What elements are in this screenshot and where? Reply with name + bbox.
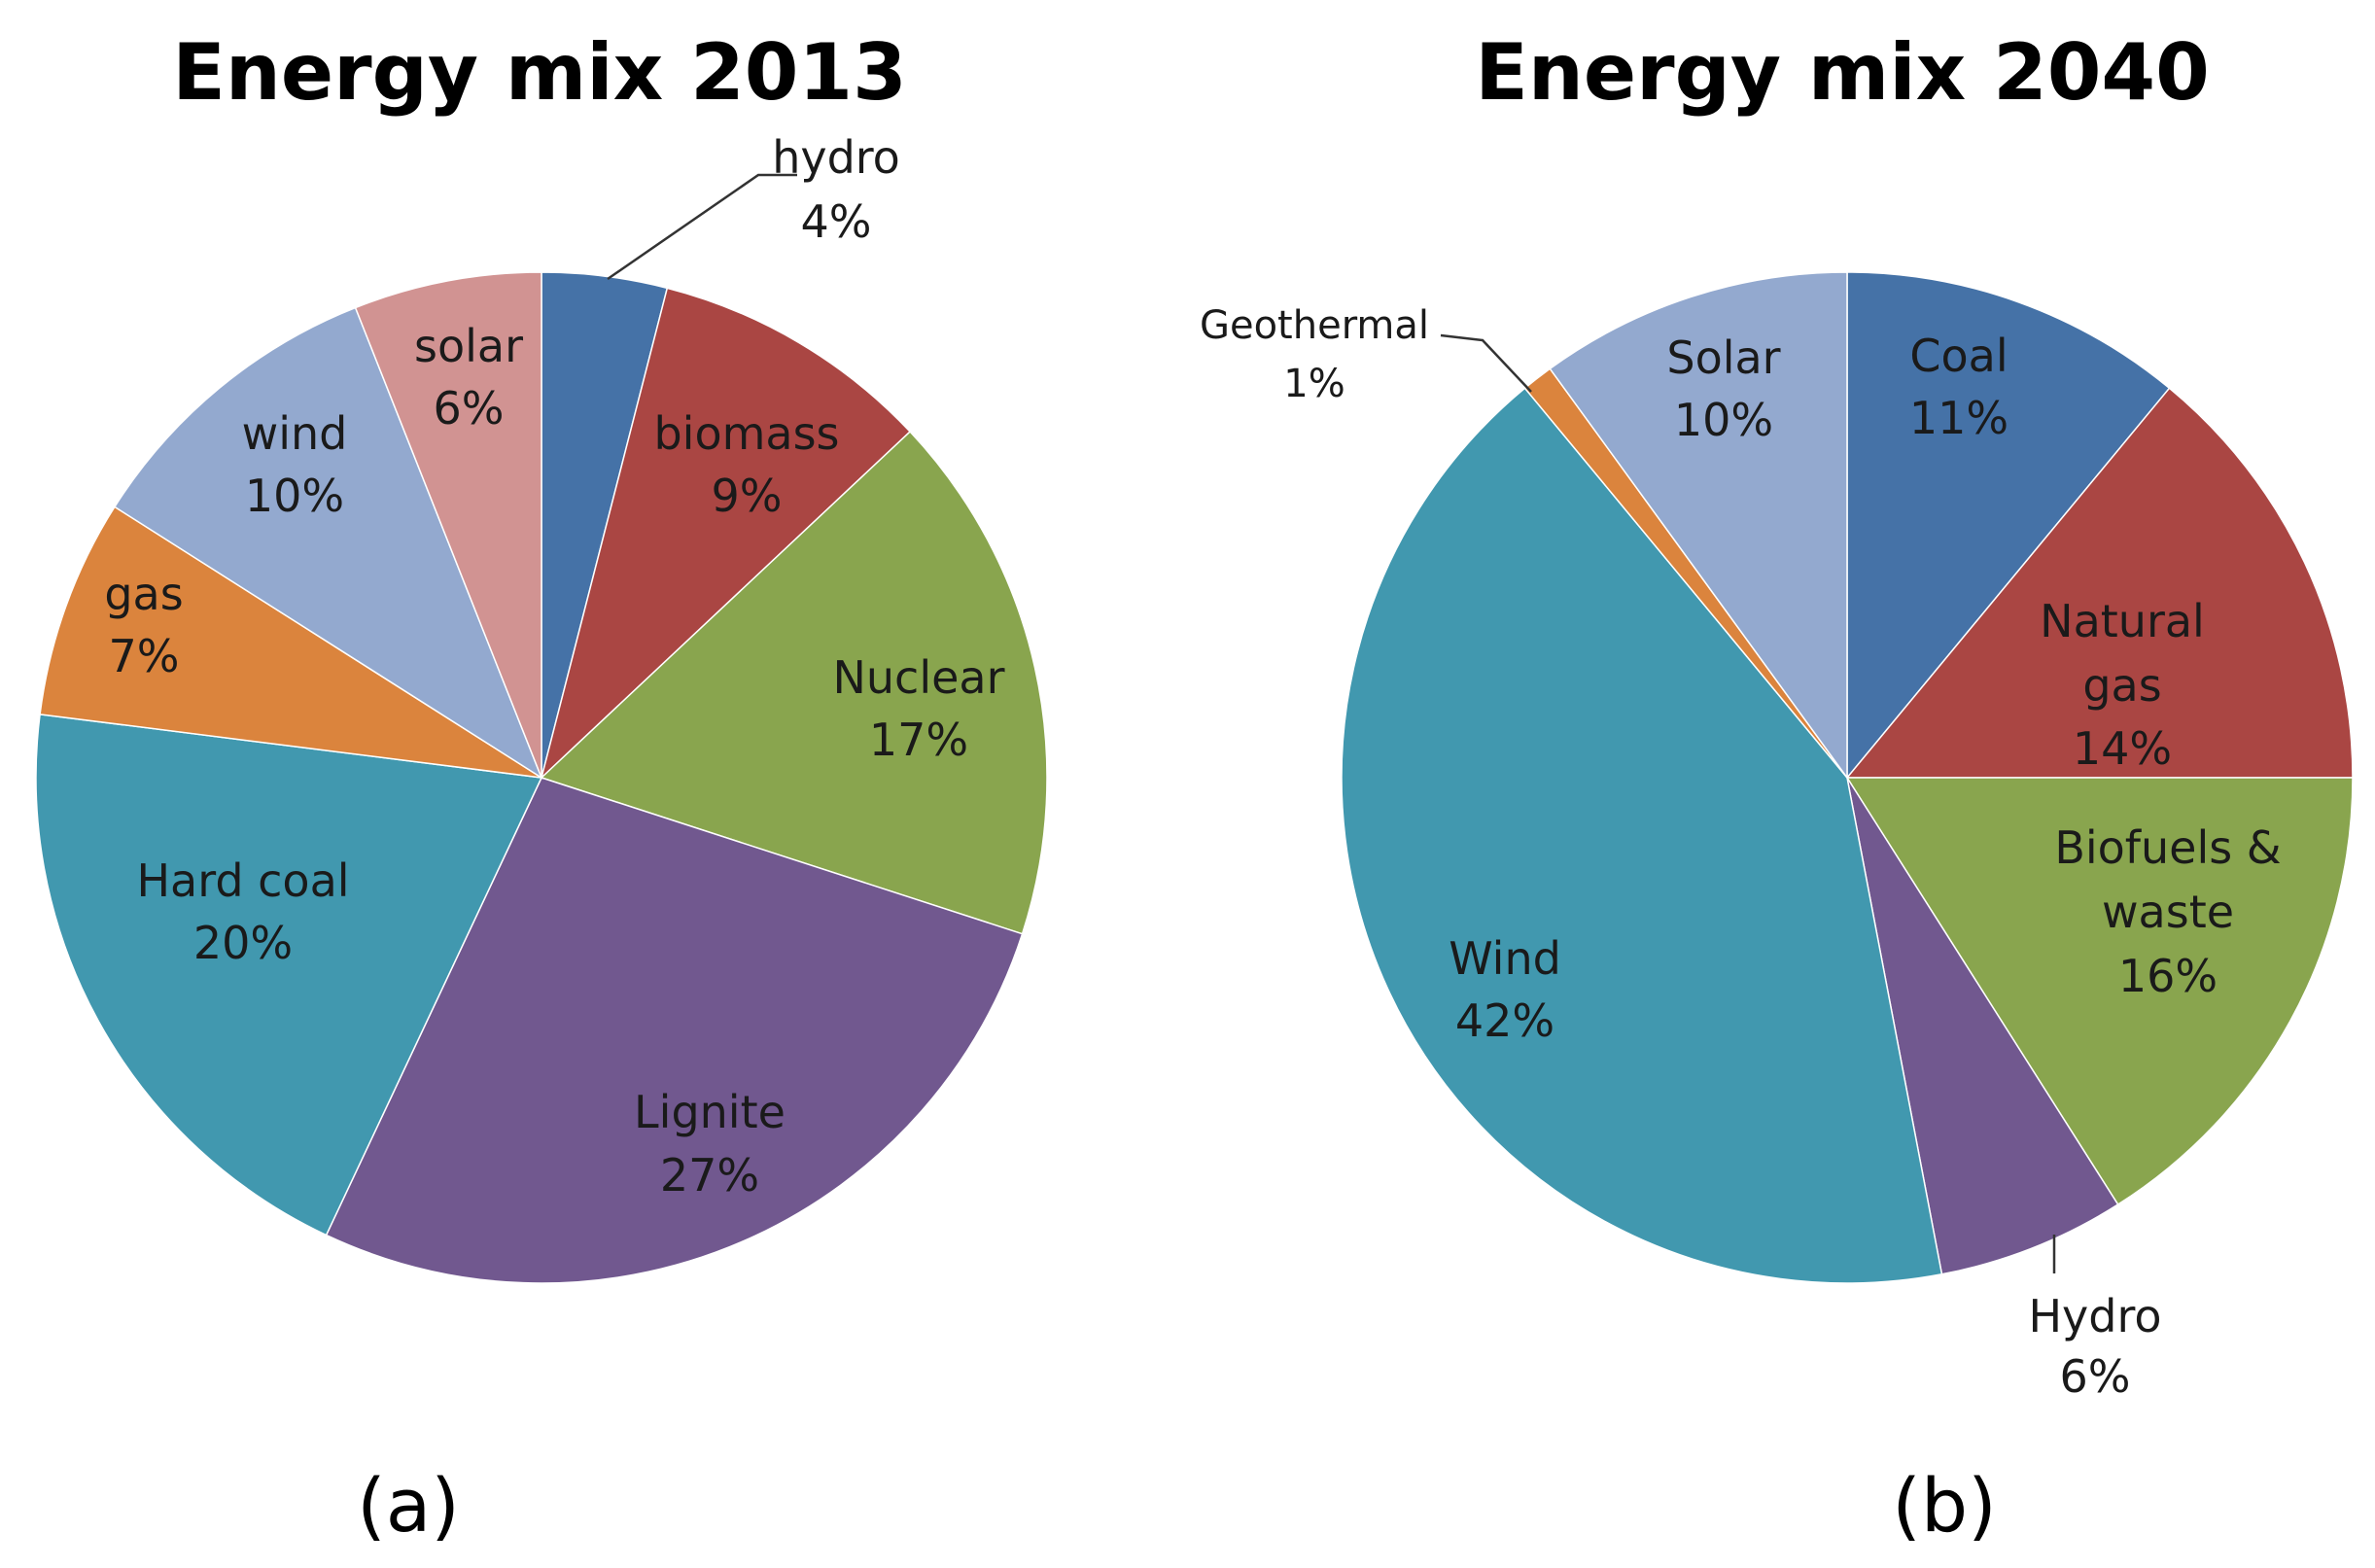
chart-title-2040: Energy mix 2040 <box>1475 27 2209 118</box>
slice-value-wind-2040: 42% <box>1455 994 1554 1047</box>
slice-label-nuclear-2013: Nuclear <box>832 651 1004 704</box>
slice-label-biofuels-waste-2040: Biofuels & waste <box>2054 821 2281 938</box>
leader-line-hydro-2013 <box>607 173 797 281</box>
slice-label-biomass-2013: biomass <box>653 407 839 460</box>
slice-label-wind-2040: Wind <box>1449 932 1561 985</box>
pie-slice-biofuels-waste-2040 <box>1845 777 2354 1206</box>
slice-label-wind-2013: wind <box>242 407 348 460</box>
slice-label-solar-2040: Solar <box>1666 331 1780 384</box>
slice-label-solar-2013: solar <box>414 320 523 372</box>
slice-value-hard-coal-2013: 20% <box>193 917 293 969</box>
pie-slice-coal-2040 <box>1846 271 2171 781</box>
pie-slice-wind-2040 <box>1341 387 1943 1284</box>
slice-value-biomass-2013: 9% <box>712 470 783 522</box>
slice-label-coal-2040: Coal <box>1909 330 2008 382</box>
slice-value-solar-2040: 10% <box>1674 394 1773 446</box>
panel-label-a: (a) <box>357 1462 460 1549</box>
leader-line-geothermal-2040 <box>1440 333 1532 393</box>
slice-value-natural-gas-2040: 14% <box>2073 722 2172 775</box>
pie-slice-lignite-2013 <box>325 777 1024 1284</box>
slice-label-geothermal-2040: Geothermal <box>1200 303 1429 348</box>
slice-label-natural-gas-2040: Natural gas <box>2040 595 2205 712</box>
slice-value-hydro-2013: 4% <box>801 195 872 248</box>
pie-slice-biomass-2013 <box>540 287 912 781</box>
slice-value-nuclear-2013: 17% <box>869 714 968 766</box>
pie-chart-2040: Energy mix 2040 Coal 11% Natural gas 14% Biof… <box>1200 27 2354 1549</box>
slice-label-hard-coal-2013: Hard coal <box>136 854 349 907</box>
slice-value-geothermal-2040: 1% <box>1283 362 1345 406</box>
slice-label-lignite-2013: Lignite <box>634 1086 786 1138</box>
pie-slice-wind-2013 <box>113 306 543 780</box>
slice-value-solar-2013: 6% <box>434 382 505 435</box>
pie-chart-2013: Energy mix 2013 hydro 4% biomass 9% Nuclear 1… <box>35 27 1048 1549</box>
slice-label-gas-2013: gas <box>104 568 183 620</box>
pie-labels-2040: Coal 11% Natural gas 14% Biofuels & waste 16% Hy… <box>1200 303 2282 1403</box>
pie-slice-gas-2013 <box>39 505 542 779</box>
slice-value-hydro-2040: 6% <box>2060 1350 2131 1403</box>
pie-slice-solar-2013 <box>354 271 542 779</box>
slice-value-biofuels-waste-2040: 16% <box>2118 950 2218 1002</box>
slice-value-gas-2013: 7% <box>109 630 180 682</box>
slice-label-hydro-2040: Hydro <box>2028 1290 2161 1342</box>
chart-title-2013: Energy mix 2013 <box>172 27 906 118</box>
pie-slice-hydro-2040 <box>1846 777 2119 1275</box>
slice-value-wind-2013: 10% <box>245 470 344 522</box>
slice-label-hydro-2013: hydro <box>772 131 900 184</box>
pie-slice-hard-coal-2013 <box>35 713 543 1237</box>
slice-value-coal-2040: 11% <box>1909 392 2008 444</box>
pie-labels-2013: hydro 4% biomass 9% Nuclear 17% Lignite 27% Hard… <box>104 131 1004 1202</box>
pie-slices-2013 <box>35 271 1048 1284</box>
panel-label-b: (b) <box>1892 1462 1997 1549</box>
slice-value-lignite-2013: 27% <box>660 1149 759 1202</box>
pie-slices-2040 <box>1341 271 2354 1284</box>
pie-slice-natural-gas-2040 <box>1845 387 2354 779</box>
pie-slice-solar-2040 <box>1549 271 1848 781</box>
pie-slice-nuclear-2013 <box>540 430 1048 935</box>
